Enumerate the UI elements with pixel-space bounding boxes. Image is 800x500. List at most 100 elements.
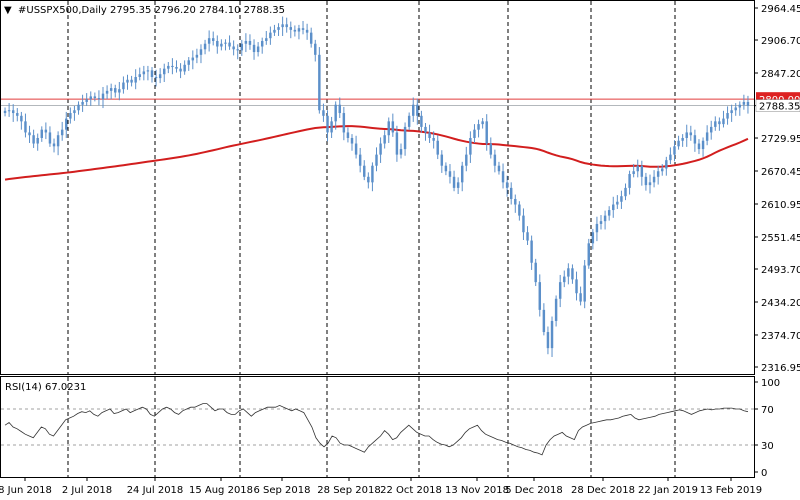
candle-body (260, 40, 264, 47)
rsi-series (4, 403, 749, 456)
candle-body (256, 46, 260, 53)
candle-body (122, 82, 125, 90)
candle-34 (142, 65, 146, 81)
candle-97 (399, 143, 403, 159)
x-tick-label-0: 8 Jun 2018 (0, 485, 52, 496)
candle-70 (289, 21, 293, 39)
candle-body (342, 113, 346, 133)
candle-body (603, 215, 607, 222)
candle-body (387, 121, 390, 136)
candle-98 (403, 122, 407, 156)
chart-menu-icon[interactable]: ▼ (4, 5, 12, 16)
candle-body (89, 96, 92, 100)
candle-body (734, 107, 737, 111)
candle-113 (465, 146, 468, 172)
candle-163 (669, 147, 672, 165)
candle-body (697, 143, 701, 150)
candle-body (526, 232, 529, 241)
candlestick-series (3, 16, 750, 357)
candle-118 (485, 114, 488, 151)
candle-33 (138, 67, 141, 81)
candle-body (224, 42, 227, 44)
candle-65 (269, 26, 272, 45)
candle-body (742, 101, 746, 105)
candle-body (567, 268, 570, 277)
candle-body (530, 240, 533, 263)
candle-22 (93, 92, 97, 102)
price-panel-frame (0, 0, 755, 375)
candle-body (244, 40, 248, 44)
candle-body (505, 182, 509, 188)
candle-body (69, 113, 72, 119)
y-tick-label-7: 2551.45 (761, 233, 800, 244)
candle-148 (607, 206, 611, 221)
candle-6 (28, 125, 31, 143)
candle-117 (481, 118, 484, 129)
candle-body (44, 129, 48, 133)
candle-20 (85, 93, 88, 106)
candle-body (211, 38, 215, 41)
candle-body (640, 165, 644, 177)
candle-body (203, 43, 207, 50)
candle-body (11, 110, 15, 114)
candle-body (191, 57, 195, 61)
price-level-layer (1, 98, 754, 106)
candle-101 (416, 98, 419, 125)
candle-130 (534, 258, 537, 287)
candle-141 (579, 286, 582, 306)
candle-body (693, 135, 697, 144)
candle-52 (216, 35, 219, 54)
candle-137 (563, 270, 566, 288)
candle-body (714, 121, 717, 127)
rsi-line (4, 403, 749, 456)
candle-115 (473, 124, 476, 143)
candle-150 (616, 195, 619, 209)
candle-46 (191, 50, 195, 70)
candle-13 (56, 131, 60, 156)
candle-12 (52, 138, 56, 153)
candle-body (738, 104, 742, 108)
candle-body (371, 165, 374, 183)
candle-124 (509, 182, 513, 205)
chart-header-label: #USSPX500,Daily 2795.35 2796.20 2784.10 … (18, 5, 285, 16)
candle-body (367, 176, 370, 183)
candle-8 (36, 133, 39, 151)
candle-body (118, 89, 121, 93)
candle-103 (424, 123, 427, 141)
candle-body (16, 113, 19, 116)
candle-body (677, 140, 680, 147)
candle-body (167, 65, 170, 69)
candle-5 (24, 113, 27, 138)
candle-134 (550, 316, 554, 357)
candle-96 (395, 125, 399, 162)
candle-body (546, 332, 550, 349)
candle-135 (554, 295, 558, 327)
candle-body (375, 154, 378, 166)
candle-102 (420, 110, 423, 133)
candle-body (150, 70, 154, 78)
candle-body (497, 165, 501, 172)
candle-122 (501, 163, 505, 189)
y-tick-label-6: 2610.95 (761, 200, 800, 211)
candle-body (571, 268, 574, 280)
candle-87 (358, 147, 362, 173)
candle-139 (571, 264, 574, 284)
candle-body (297, 28, 301, 32)
candle-84 (346, 127, 350, 143)
candle-body (265, 38, 268, 41)
candle-157 (644, 172, 648, 191)
candle-72 (297, 24, 301, 40)
candle-116 (477, 119, 480, 138)
rsi-tick-label-3: 0 (761, 468, 767, 479)
candle-149 (612, 196, 615, 218)
candle-62 (256, 42, 260, 57)
y-tick-label-9: 2434.20 (761, 298, 800, 309)
candle-body (228, 42, 231, 47)
candle-55 (228, 35, 231, 50)
candle-57 (236, 44, 239, 60)
y-tick-label-2: 2847.20 (761, 69, 800, 80)
candle-43 (179, 63, 182, 79)
candle-168 (689, 125, 693, 141)
candle-body (105, 90, 109, 94)
candle-body (538, 282, 542, 310)
